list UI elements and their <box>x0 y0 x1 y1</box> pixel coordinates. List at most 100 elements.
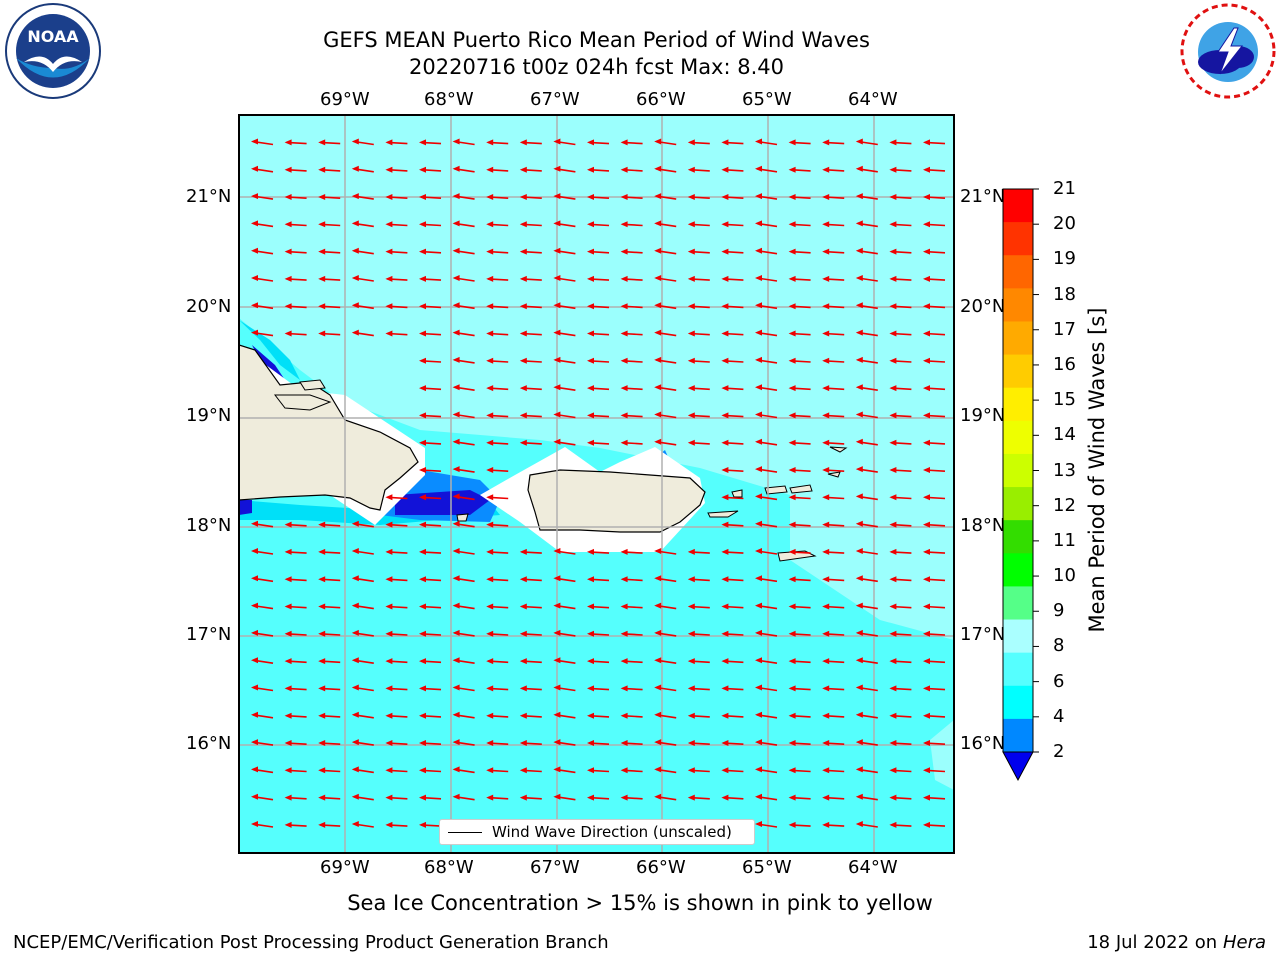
wind-wave-arrow <box>654 302 677 310</box>
wind-wave-arrow <box>721 740 744 746</box>
wind-wave-arrow <box>923 767 946 774</box>
wind-wave-arrow <box>519 248 542 255</box>
wind-wave-arrow <box>923 603 946 610</box>
wind-wave-arrow <box>721 303 744 310</box>
wind-wave-arrow <box>855 329 878 337</box>
wind-wave-arrow <box>385 767 408 774</box>
wind-wave-arrow <box>855 356 878 364</box>
colorbar-segment <box>1003 718 1033 753</box>
colorbar-tick-label: 20 <box>1053 213 1076 235</box>
colorbar-segment <box>1003 586 1033 621</box>
colorbar-extend-triangle <box>1002 751 1034 782</box>
wind-wave-arrow <box>855 411 878 419</box>
wind-wave-arrow <box>251 548 274 555</box>
wind-wave-arrow <box>855 711 878 719</box>
wind-wave-arrow <box>889 248 912 255</box>
wind-wave-arrow <box>788 439 811 446</box>
wind-wave-arrow <box>788 303 811 310</box>
wind-wave-arrow <box>855 165 878 173</box>
wind-wave-arrow <box>889 576 912 583</box>
wind-wave-arrow <box>587 166 610 173</box>
wind-wave-arrow <box>822 248 845 255</box>
wind-wave-arrow <box>587 412 610 419</box>
wind-wave-arrow <box>318 330 341 337</box>
wind-wave-arrow <box>486 303 509 310</box>
wind-wave-arrow <box>251 138 274 146</box>
wind-wave-arrow <box>452 411 475 419</box>
colorbar-segment <box>1003 652 1033 687</box>
wind-wave-arrow <box>486 712 509 719</box>
wind-wave-arrow <box>755 220 778 228</box>
wind-wave-arrow <box>822 548 845 555</box>
wind-wave-arrow <box>486 603 509 610</box>
wind-wave-arrow <box>721 794 744 801</box>
wind-wave-arrow <box>721 194 744 200</box>
wind-wave-arrow <box>452 711 475 719</box>
wind-wave-arrow <box>519 576 542 583</box>
colorbar-segment <box>1003 222 1033 256</box>
wind-wave-arrow <box>452 548 475 555</box>
wind-wave-arrow <box>452 520 475 528</box>
wind-wave-arrow <box>284 767 307 774</box>
wind-wave-arrow <box>553 438 576 446</box>
wind-wave-arrow <box>822 357 845 364</box>
wind-wave-arrow <box>553 684 576 692</box>
wind-wave-arrow <box>419 330 442 337</box>
wind-wave-arrow <box>889 467 912 473</box>
wind-wave-arrow <box>620 412 643 419</box>
wind-wave-arrow <box>251 275 274 282</box>
wind-wave-arrow <box>654 438 677 446</box>
wind-wave-arrow <box>654 766 677 774</box>
colorbar-tick-label: 14 <box>1053 424 1076 446</box>
colorbar-segment <box>1003 288 1033 322</box>
wind-wave-arrow <box>385 303 408 310</box>
wind-wave-arrow <box>788 576 811 583</box>
wind-wave-arrow <box>284 685 307 692</box>
wind-wave-arrow <box>654 247 677 255</box>
wind-wave-arrow <box>553 329 576 337</box>
wind-wave-arrow <box>419 521 442 528</box>
wind-wave-arrow <box>654 684 677 692</box>
wind-wave-arrow <box>889 139 912 146</box>
wind-wave-arrow <box>351 657 374 664</box>
wind-wave-arrow <box>452 165 475 173</box>
wind-wave-arrow <box>452 220 475 228</box>
wind-wave-arrow <box>419 821 442 828</box>
wind-wave-arrow <box>654 711 677 719</box>
wind-wave-arrow <box>721 412 744 419</box>
wind-wave-arrow <box>855 247 878 255</box>
wind-wave-arrow <box>721 767 744 774</box>
wind-wave-arrow <box>620 275 643 282</box>
wind-wave-arrow <box>687 357 710 364</box>
wind-wave-arrow <box>486 658 509 665</box>
wind-wave-arrow <box>519 740 542 746</box>
wind-wave-arrow <box>788 767 811 774</box>
wind-wave-arrow <box>553 138 576 146</box>
lon-label-bottom-69: 69°W <box>320 857 370 878</box>
wind-wave-arrow <box>654 220 677 228</box>
wind-wave-arrow <box>318 740 341 746</box>
wind-wave-arrow <box>419 439 442 446</box>
wind-wave-arrow <box>755 275 778 282</box>
wind-wave-arrow <box>687 576 710 583</box>
wind-wave-arrow <box>721 221 744 228</box>
wind-wave-arrow <box>923 467 946 473</box>
wind-wave-arrow <box>452 247 475 255</box>
wind-wave-arrow <box>553 356 576 364</box>
wind-wave-arrow <box>519 221 542 228</box>
wind-wave-arrow <box>251 329 274 337</box>
wind-wave-arrow <box>687 166 710 173</box>
wind-wave-arrow <box>855 384 878 391</box>
wind-wave-arrow <box>351 793 374 801</box>
wind-wave-arrow <box>452 384 475 391</box>
wind-wave-arrow <box>251 657 274 664</box>
wind-wave-arrow <box>251 821 274 828</box>
lon-label-bottom-67: 67°W <box>530 857 580 878</box>
wind-wave-arrow <box>284 630 307 637</box>
wind-wave-arrow <box>519 412 542 419</box>
wind-wave-arrow <box>822 303 845 310</box>
wind-wave-arrow <box>923 658 946 665</box>
wind-wave-arrow <box>721 357 744 364</box>
wind-wave-arrow <box>755 548 778 555</box>
wind-wave-arrow <box>519 139 542 146</box>
